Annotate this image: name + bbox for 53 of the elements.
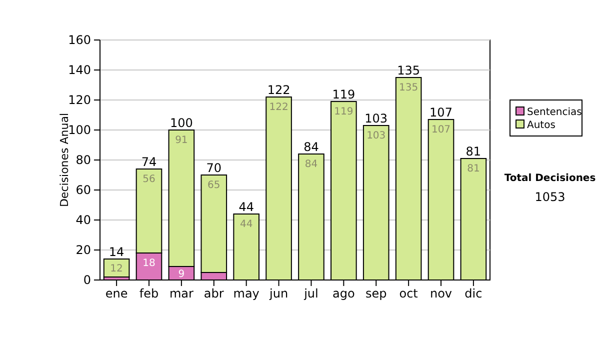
x-tick-label: nov xyxy=(430,286,452,301)
total-label: 70 xyxy=(206,161,222,175)
y-tick-label: 0 xyxy=(83,272,91,287)
x-tick-label: jul xyxy=(303,286,318,301)
data-label: 12 xyxy=(110,264,123,274)
x-tick-label: mar xyxy=(169,286,194,301)
x-tick-label: jun xyxy=(268,286,288,301)
total-label: 107 xyxy=(430,106,452,120)
y-axis-title: Decisiones Anual xyxy=(58,112,71,208)
y-tick-label: 80 xyxy=(76,152,91,167)
y-tick-label: 160 xyxy=(68,32,91,47)
legend-label: Sentencias xyxy=(527,107,582,118)
data-label: 9 xyxy=(178,268,185,280)
data-label: 84 xyxy=(304,159,318,170)
x-tick-label: sep xyxy=(365,286,387,301)
total-label: 74 xyxy=(141,155,157,169)
data-label: 18 xyxy=(142,258,156,269)
data-label: 91 xyxy=(175,135,188,146)
total-label: 100 xyxy=(170,116,193,130)
data-label: 103 xyxy=(366,130,386,142)
x-tick-label: may xyxy=(233,286,260,301)
x-tick-label: feb xyxy=(139,286,159,301)
text: 1053 xyxy=(534,190,566,204)
total-label: 81 xyxy=(466,144,482,158)
total-label: 135 xyxy=(397,64,420,78)
y-tick-label: 60 xyxy=(76,182,91,197)
total-label: 14 xyxy=(108,245,124,259)
x-tick-label: ene xyxy=(105,286,128,301)
text: Total Decisiones xyxy=(504,173,596,184)
bar xyxy=(103,258,130,278)
data-label: 107 xyxy=(431,124,451,136)
y-tick-label: 140 xyxy=(68,62,91,77)
data-label: 65 xyxy=(208,180,220,191)
y-tick-label: 120 xyxy=(68,92,91,107)
y-tick-label: 40 xyxy=(76,212,91,227)
total-label: 122 xyxy=(267,83,290,97)
x-tick-label: abr xyxy=(204,286,224,301)
total-label: 119 xyxy=(332,88,356,102)
total-label: 103 xyxy=(364,112,388,126)
x-tick-label: oct xyxy=(399,286,418,301)
total-label: 84 xyxy=(304,140,319,154)
data-label: 56 xyxy=(142,174,156,185)
y-tick-label: 100 xyxy=(68,122,91,137)
data-label: 119 xyxy=(334,106,354,118)
total-label: 44 xyxy=(238,200,254,214)
x-tick-label: ago xyxy=(332,286,355,301)
data-label: 81 xyxy=(467,164,480,174)
legend-label: Autos xyxy=(527,120,556,131)
data-label: 44 xyxy=(240,219,253,230)
y-tick-label: 20 xyxy=(76,242,91,257)
data-label: 135 xyxy=(399,82,418,94)
x-tick-label: dic xyxy=(464,286,482,301)
data-label: 122 xyxy=(269,102,288,113)
